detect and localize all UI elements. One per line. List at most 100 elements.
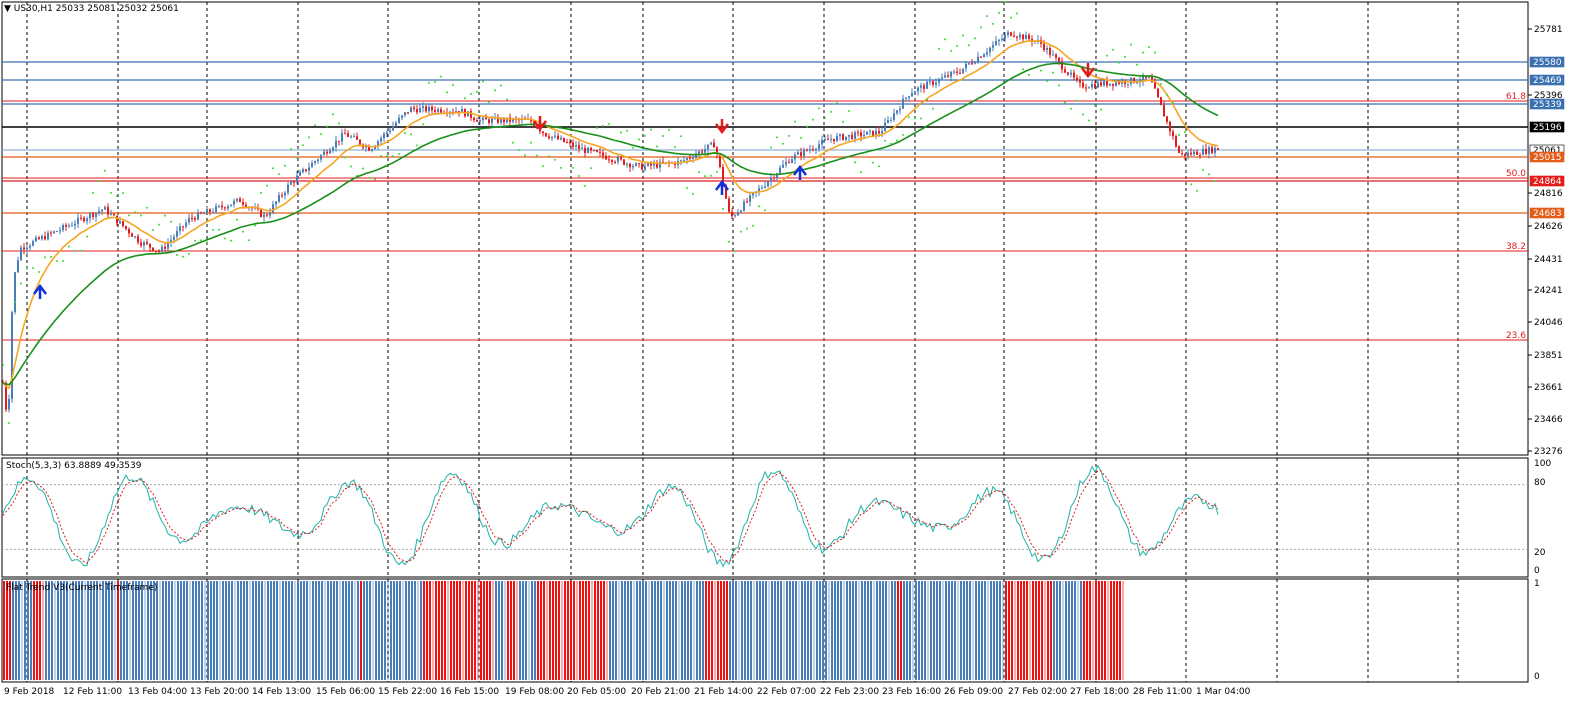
trend-bar [510, 581, 512, 680]
psar-dot [32, 267, 34, 270]
candle-body [425, 106, 427, 112]
trend-bar [900, 581, 902, 680]
trend-bar [666, 581, 668, 680]
trend-bar [360, 581, 362, 680]
candle-body [1028, 34, 1030, 39]
buy-arrow-icon[interactable] [793, 164, 807, 180]
trend-bar [966, 581, 968, 680]
candle-body [206, 209, 208, 214]
trend-bar [861, 581, 863, 680]
candle-body [332, 147, 334, 151]
stoch-frame [1, 457, 1529, 578]
trend-bar [624, 581, 626, 680]
psar-dot [1046, 80, 1048, 83]
level-24864[interactable]: 24864 [1529, 175, 1565, 187]
candle-body [842, 134, 844, 140]
candle-body [983, 54, 985, 58]
candle-body [719, 153, 721, 167]
candle-body [236, 198, 238, 201]
trend-bar [1020, 581, 1022, 680]
trend-bar [1068, 581, 1070, 680]
candle-body [740, 210, 742, 213]
trend-bar [1026, 581, 1028, 680]
trend-bar [744, 581, 746, 680]
trend-bar [798, 581, 800, 680]
trend-bar [729, 581, 731, 680]
candle-body [788, 161, 790, 163]
psar-dot [1130, 43, 1132, 46]
svg-text:25580: 25580 [1533, 58, 1562, 68]
trend-bar [456, 581, 458, 680]
trend-bar [1110, 581, 1112, 680]
candle-body [173, 236, 175, 240]
candle-body [605, 155, 607, 160]
level-25469[interactable]: 25469 [1529, 74, 1565, 86]
candle-body [536, 126, 538, 129]
buy-arrow-icon[interactable] [33, 283, 47, 299]
candle-body [707, 144, 709, 150]
candle-body [1103, 80, 1105, 86]
psar-dot [44, 256, 46, 259]
trend-bar [42, 581, 44, 680]
candle-body [554, 135, 556, 137]
trend-bar [1044, 581, 1046, 680]
level-25580[interactable]: 25580 [1529, 56, 1565, 68]
candle-body [455, 111, 457, 113]
sell-arrow-icon[interactable] [1081, 63, 1095, 79]
trend-bar [330, 581, 332, 680]
trend-bar [546, 581, 548, 680]
candle-body [1076, 77, 1078, 80]
sell-arrow-icon[interactable] [533, 116, 547, 132]
chart-menu-arrow[interactable]: ▼ [4, 4, 11, 14]
psar-dot [368, 176, 370, 179]
fib-label: 50.0 [1506, 169, 1526, 179]
trend-bar [189, 581, 191, 680]
trend-bar [276, 581, 278, 680]
trend-bar [981, 581, 983, 680]
candle-body [1079, 79, 1081, 83]
candle-body [1001, 38, 1003, 40]
trend-bar [573, 581, 575, 680]
trend-bar [225, 581, 227, 680]
psar-dot [188, 252, 190, 255]
level-25339[interactable]: 25339 [1529, 98, 1565, 110]
candle-body [38, 237, 40, 240]
level-25196[interactable]: 25196 [1529, 121, 1565, 133]
psar-dot [248, 239, 250, 242]
trend-bar [837, 581, 839, 680]
candle-body [272, 204, 274, 213]
candle-body [305, 169, 307, 171]
psar-dot [578, 174, 580, 177]
trend-bar [615, 581, 617, 680]
level-25015[interactable]: 25015 [1529, 151, 1565, 163]
price-tick-label: 23851 [1534, 351, 1563, 361]
candle-body [140, 242, 142, 246]
candle-body [1088, 87, 1090, 89]
candle-body [611, 159, 613, 162]
psar-dot [224, 237, 226, 240]
psar-dot [140, 214, 142, 217]
trend-bar [549, 581, 551, 680]
psar-dot [8, 421, 10, 424]
psar-dot [968, 44, 970, 47]
trend-bar [528, 581, 530, 680]
trend-bar [1023, 581, 1025, 680]
price-tick-label: 24816 [1534, 189, 1563, 199]
trend-bar [141, 581, 143, 680]
trend-bar [180, 581, 182, 680]
candle-body [245, 204, 247, 208]
trend-bar [423, 581, 425, 680]
psar-dot [1136, 63, 1138, 66]
psar-dot [86, 235, 88, 238]
psar-dot [1208, 173, 1210, 176]
psar-dot [638, 138, 640, 141]
candle-body [212, 211, 214, 213]
price-tick-label: 25781 [1534, 25, 1563, 35]
buy-arrow-icon[interactable] [715, 179, 729, 195]
candle-body [863, 134, 865, 137]
trend-bar [447, 581, 449, 680]
sell-arrow-icon[interactable] [715, 119, 729, 135]
candle-body [953, 71, 955, 73]
level-24683[interactable]: 24683 [1529, 207, 1565, 219]
